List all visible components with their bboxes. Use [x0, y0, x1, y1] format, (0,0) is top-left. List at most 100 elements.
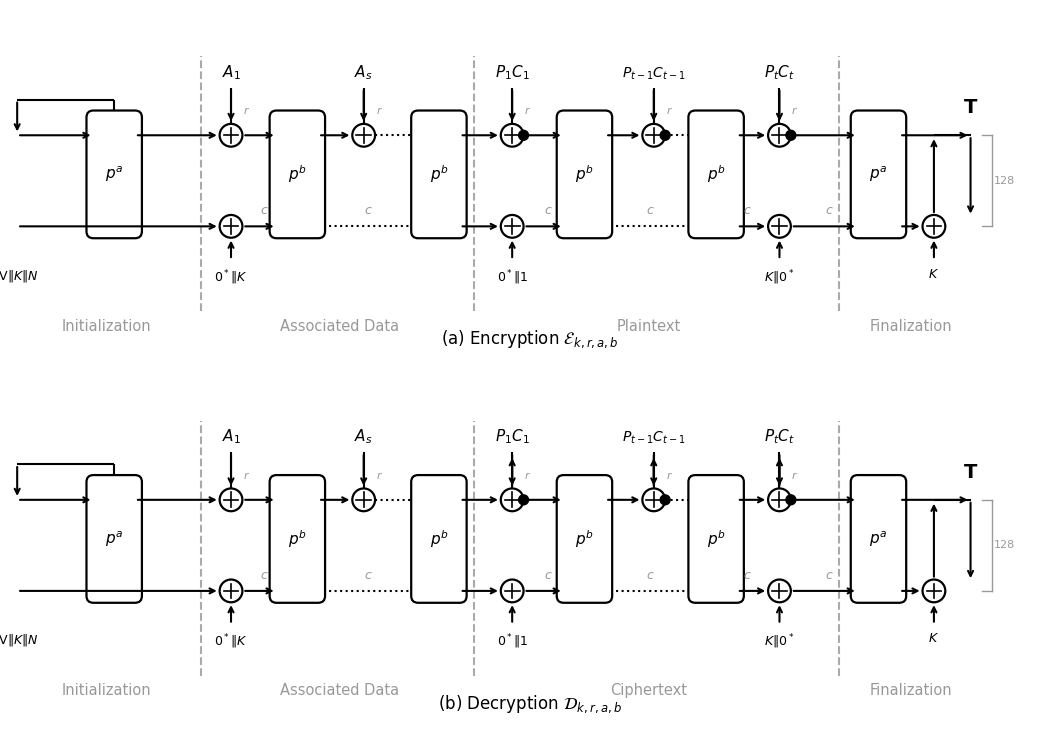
- Text: T: T: [964, 463, 977, 482]
- Text: $K$: $K$: [929, 268, 939, 281]
- Circle shape: [922, 580, 946, 603]
- FancyBboxPatch shape: [556, 475, 613, 603]
- Circle shape: [352, 124, 375, 147]
- FancyBboxPatch shape: [851, 111, 906, 238]
- Circle shape: [518, 495, 529, 504]
- FancyBboxPatch shape: [87, 111, 142, 238]
- Text: $c$: $c$: [260, 569, 268, 582]
- Text: Initialization: Initialization: [61, 684, 152, 699]
- Text: $p^b$: $p^b$: [576, 528, 594, 550]
- Text: $A_s$: $A_s$: [354, 428, 373, 446]
- Circle shape: [768, 215, 791, 238]
- Circle shape: [642, 489, 665, 511]
- Text: Plaintext: Plaintext: [617, 319, 681, 334]
- Text: $p^b$: $p^b$: [707, 164, 725, 185]
- Text: IV$\|K\|N$: IV$\|K\|N$: [0, 632, 39, 649]
- Text: $c$: $c$: [646, 205, 655, 217]
- Text: $r$: $r$: [666, 105, 673, 116]
- Text: $c$: $c$: [364, 569, 372, 582]
- Text: Associated Data: Associated Data: [280, 684, 400, 699]
- Circle shape: [922, 215, 946, 238]
- Text: (b) Decryption $\mathcal{D}_{k,r,a,b}$: (b) Decryption $\mathcal{D}_{k,r,a,b}$: [438, 693, 622, 715]
- Text: $p^b$: $p^b$: [429, 164, 448, 185]
- Circle shape: [660, 495, 670, 504]
- Circle shape: [768, 580, 791, 603]
- Text: $r$: $r$: [524, 105, 531, 116]
- Text: $c$: $c$: [743, 205, 753, 217]
- Circle shape: [660, 130, 670, 140]
- FancyBboxPatch shape: [87, 475, 142, 603]
- FancyBboxPatch shape: [688, 111, 744, 238]
- Text: $K$: $K$: [929, 632, 939, 646]
- Text: $0^*\|K$: $0^*\|K$: [214, 632, 248, 651]
- Text: $p^b$: $p^b$: [429, 528, 448, 550]
- Text: $r$: $r$: [243, 105, 250, 116]
- FancyBboxPatch shape: [556, 111, 613, 238]
- Text: $c$: $c$: [364, 205, 372, 217]
- FancyBboxPatch shape: [411, 475, 466, 603]
- Text: $P_{t-1}C_{t-1}$: $P_{t-1}C_{t-1}$: [622, 430, 686, 446]
- Text: $K\|0^*$: $K\|0^*$: [764, 632, 795, 651]
- Text: T: T: [964, 98, 977, 118]
- Circle shape: [500, 580, 524, 603]
- FancyBboxPatch shape: [269, 111, 325, 238]
- Text: $P_tC_t$: $P_tC_t$: [764, 63, 795, 82]
- Circle shape: [785, 495, 796, 504]
- Text: Finalization: Finalization: [870, 684, 953, 699]
- Text: $c$: $c$: [544, 569, 552, 582]
- Circle shape: [785, 130, 796, 140]
- Text: $A_1$: $A_1$: [222, 63, 241, 82]
- Text: $r$: $r$: [243, 469, 250, 481]
- Text: $r$: $r$: [524, 469, 531, 481]
- Text: $0^*\|1$: $0^*\|1$: [496, 632, 528, 651]
- Circle shape: [500, 124, 524, 147]
- Text: $P_tC_t$: $P_tC_t$: [764, 428, 795, 446]
- Text: $A_1$: $A_1$: [222, 428, 241, 446]
- Text: $r$: $r$: [792, 469, 798, 481]
- Circle shape: [500, 489, 524, 511]
- Text: $p^b$: $p^b$: [288, 528, 306, 550]
- Text: $p^a$: $p^a$: [869, 529, 887, 549]
- Text: $p^a$: $p^a$: [105, 164, 123, 185]
- Text: $r$: $r$: [666, 469, 673, 481]
- Text: $P_{t-1}C_{t-1}$: $P_{t-1}C_{t-1}$: [622, 65, 686, 82]
- Text: Finalization: Finalization: [870, 319, 953, 334]
- Text: $c$: $c$: [743, 569, 753, 582]
- Text: $r$: $r$: [792, 105, 798, 116]
- Text: 128: 128: [994, 176, 1015, 186]
- Text: $p^a$: $p^a$: [869, 164, 887, 185]
- Text: IV$\|K\|N$: IV$\|K\|N$: [0, 268, 39, 284]
- Text: $p^a$: $p^a$: [105, 529, 123, 549]
- Text: $c$: $c$: [260, 205, 268, 217]
- Circle shape: [219, 215, 243, 238]
- Text: $P_1C_1$: $P_1C_1$: [495, 428, 530, 446]
- Circle shape: [219, 489, 243, 511]
- Text: $c$: $c$: [646, 569, 655, 582]
- Text: 128: 128: [994, 540, 1015, 551]
- Text: $r$: $r$: [375, 105, 383, 116]
- Text: Initialization: Initialization: [61, 319, 152, 334]
- Circle shape: [352, 489, 375, 511]
- Circle shape: [518, 130, 529, 140]
- Text: $A_s$: $A_s$: [354, 63, 373, 82]
- Text: $P_1C_1$: $P_1C_1$: [495, 63, 530, 82]
- Circle shape: [768, 489, 791, 511]
- Text: $c$: $c$: [825, 205, 833, 217]
- Circle shape: [500, 215, 524, 238]
- Text: $0^*\|1$: $0^*\|1$: [496, 268, 528, 286]
- Circle shape: [768, 124, 791, 147]
- Text: Associated Data: Associated Data: [280, 319, 400, 334]
- FancyBboxPatch shape: [411, 111, 466, 238]
- Text: $r$: $r$: [375, 469, 383, 481]
- Circle shape: [642, 124, 665, 147]
- Text: (a) Encryption $\mathcal{E}_{k,r,a,b}$: (a) Encryption $\mathcal{E}_{k,r,a,b}$: [441, 329, 619, 350]
- FancyBboxPatch shape: [851, 475, 906, 603]
- Text: $c$: $c$: [825, 569, 833, 582]
- FancyBboxPatch shape: [688, 475, 744, 603]
- Text: $p^b$: $p^b$: [288, 164, 306, 185]
- Text: $p^b$: $p^b$: [576, 164, 594, 185]
- Text: $0^*\|K$: $0^*\|K$: [214, 268, 248, 286]
- Circle shape: [219, 580, 243, 603]
- Text: $c$: $c$: [544, 205, 552, 217]
- Text: $p^b$: $p^b$: [707, 528, 725, 550]
